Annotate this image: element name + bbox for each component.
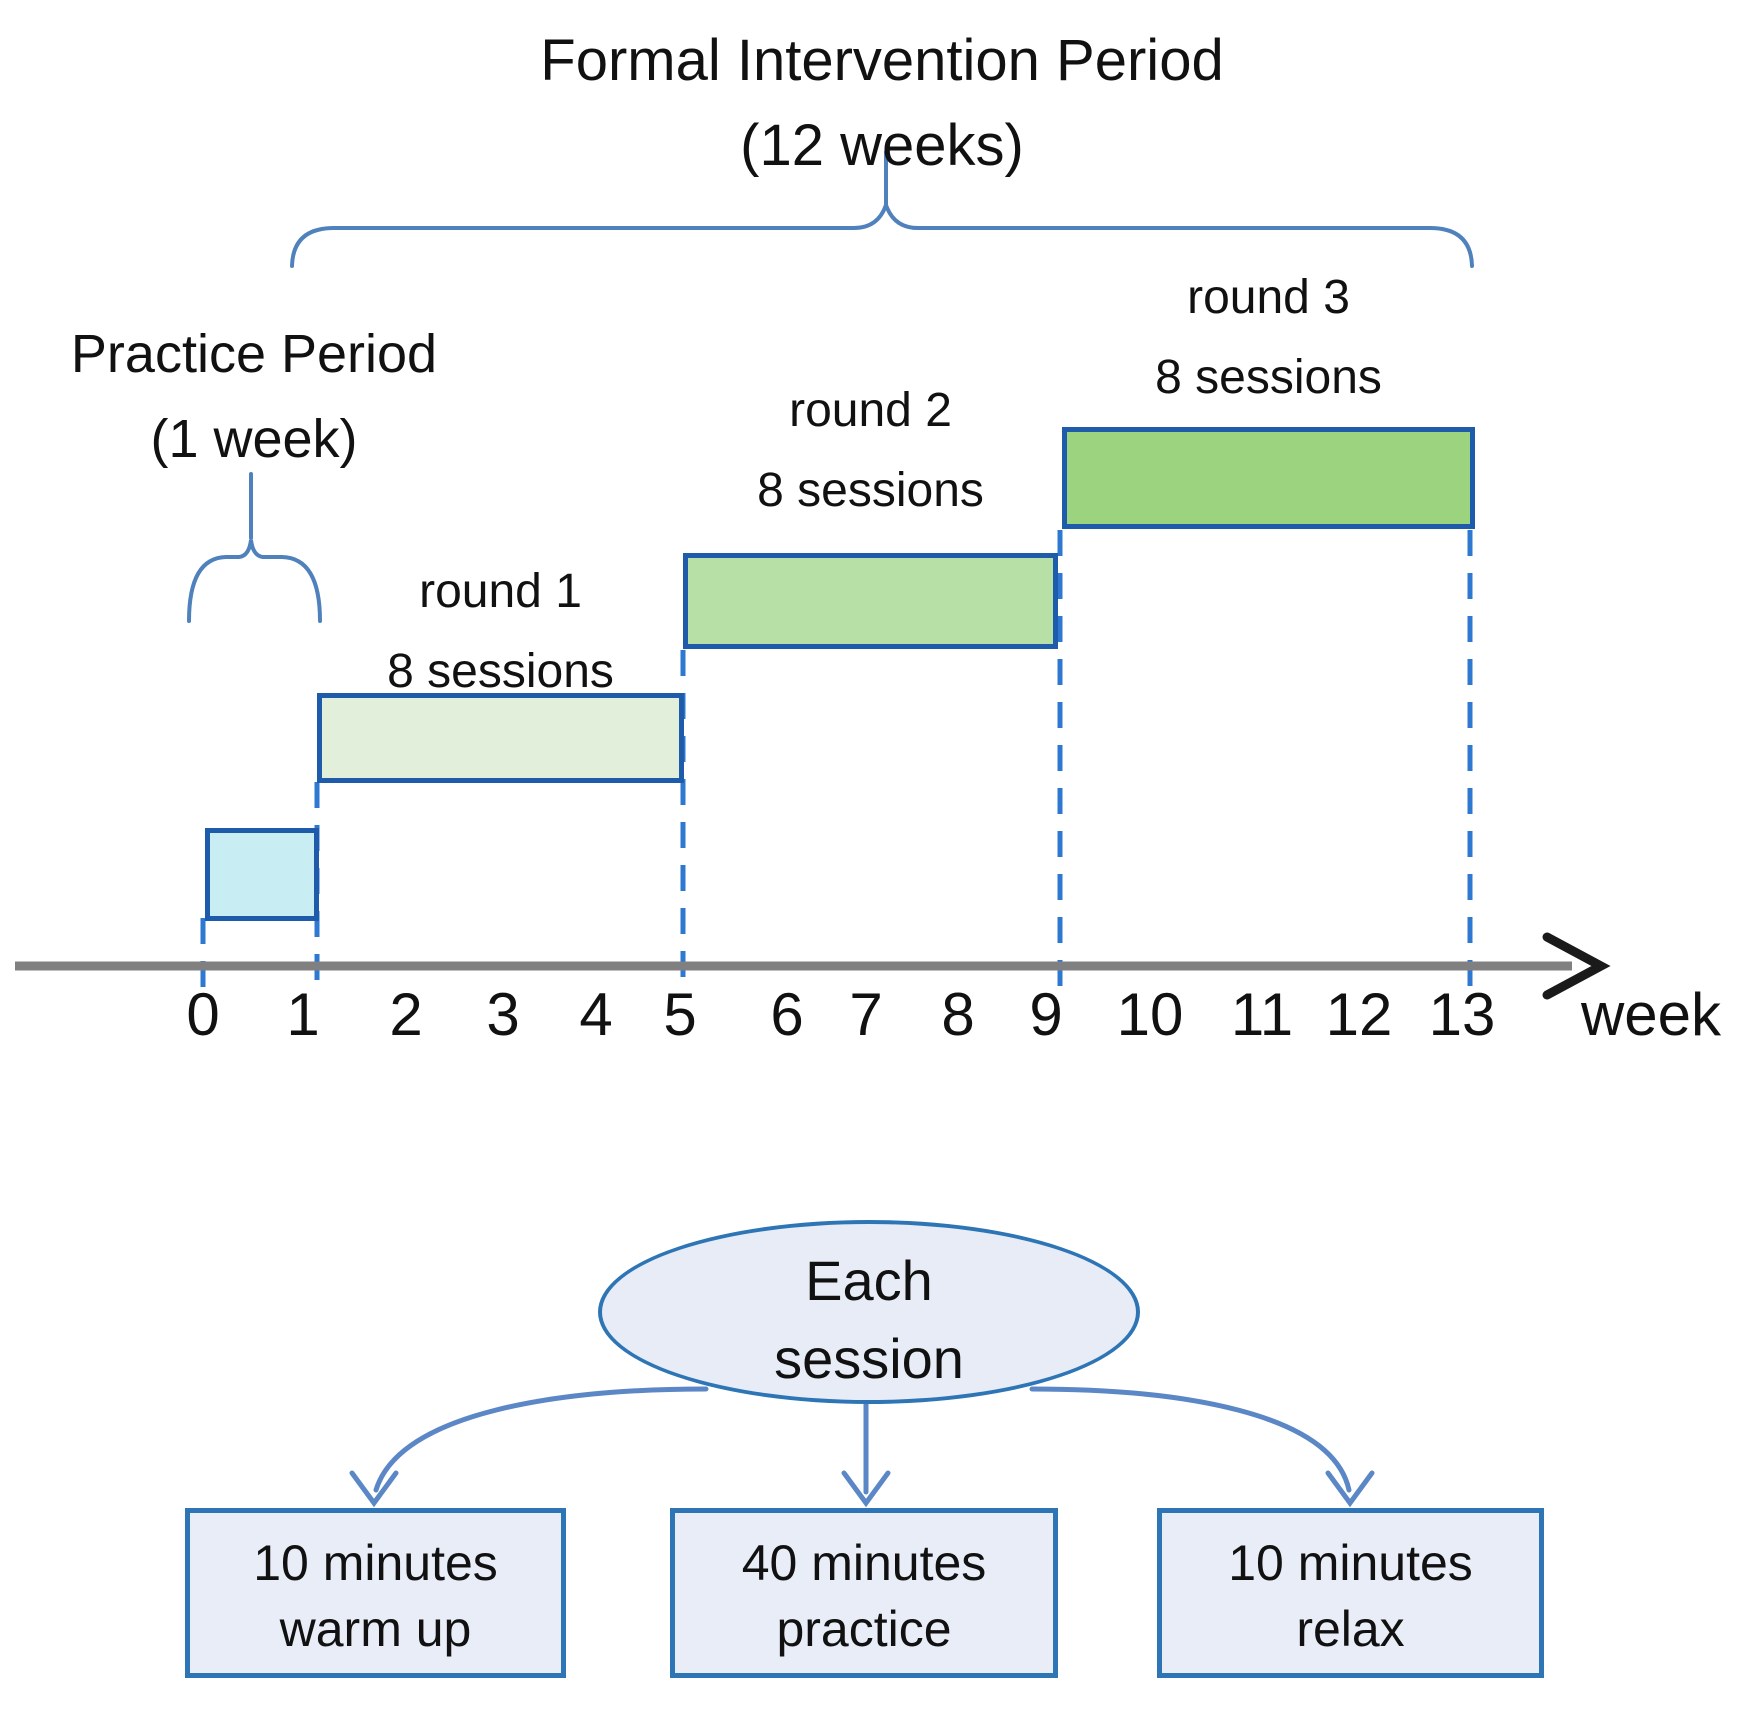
- warm-up-box: 10 minutes warm up: [185, 1508, 566, 1678]
- arrowhead-relax: [1325, 1470, 1375, 1508]
- week-label-8: 8: [941, 981, 975, 1048]
- practice-period-label-line1: Practice Period: [70, 324, 438, 384]
- round-3-sessions: 8 sessions: [1155, 351, 1382, 404]
- practice-period-label-line2: (1 week): [150, 409, 358, 469]
- arrow-to-relax: [1029, 1386, 1352, 1493]
- week-axis-arrowhead: [1542, 932, 1611, 1000]
- week-label-1: 1: [286, 981, 320, 1048]
- each-session-line2: session: [774, 1327, 964, 1390]
- warm-up-box-line2: warm up: [279, 1601, 472, 1657]
- week-label-6: 6: [770, 981, 804, 1048]
- week-label-2: 2: [389, 981, 423, 1048]
- round-2-sessions: 8 sessions: [757, 464, 984, 517]
- week-label-10: 10: [1116, 981, 1184, 1048]
- week-label-5: 5: [663, 981, 697, 1048]
- relax-box-line2: relax: [1296, 1601, 1405, 1657]
- intervention-period-title: Formal Intervention Period (12 weeks): [382, 18, 1382, 188]
- week-label-4: 4: [579, 981, 613, 1048]
- arrowhead-warm-up: [349, 1470, 399, 1508]
- round-2-name: round 2: [789, 384, 952, 437]
- round-3-name: round 3: [1187, 271, 1350, 324]
- practice-box: 40 minutes practice: [670, 1508, 1058, 1678]
- week-label-13: 13: [1428, 981, 1496, 1048]
- practice-period-label: Practice Period (1 week): [29, 312, 479, 482]
- relax-box-line1: 10 minutes: [1228, 1535, 1473, 1591]
- week-label-3: 3: [486, 981, 520, 1048]
- each-session-node: Each session: [598, 1220, 1140, 1404]
- round-1-label: round 1 8 sessions: [317, 552, 684, 712]
- round-3-label: round 3 8 sessions: [1062, 258, 1475, 418]
- round-3-bar: [1062, 427, 1475, 529]
- week-label-11: 11: [1230, 981, 1294, 1048]
- week-label-12: 12: [1325, 981, 1393, 1048]
- round-2-bar: [683, 553, 1058, 649]
- arrow-to-warm-up: [373, 1386, 709, 1493]
- week-label-7: 7: [849, 981, 883, 1048]
- practice-box-line1: 40 minutes: [741, 1535, 987, 1591]
- practice-brace: [187, 539, 322, 623]
- round-2-label: round 2 8 sessions: [683, 371, 1058, 531]
- practice-box-line2: practice: [776, 1601, 952, 1657]
- arrowhead-practice: [841, 1470, 891, 1508]
- each-session-line1: Each: [805, 1249, 933, 1312]
- week-label-9: 9: [1029, 981, 1063, 1048]
- week-axis-unit-label: week: [1580, 981, 1722, 1048]
- round-1-sessions: 8 sessions: [387, 645, 614, 698]
- round-1-bar: [317, 693, 684, 783]
- intervention-brace: [290, 198, 1474, 268]
- intervention-period-title-line1: Formal Intervention Period: [540, 28, 1224, 93]
- warm-up-box-line1: 10 minutes: [253, 1535, 498, 1591]
- intervention-period-title-line2: (12 weeks): [740, 113, 1024, 178]
- round-1-name: round 1: [419, 565, 582, 618]
- week-label-0: 0: [186, 981, 220, 1048]
- relax-box: 10 minutes relax: [1157, 1508, 1544, 1678]
- practice-period-bar: [205, 828, 319, 921]
